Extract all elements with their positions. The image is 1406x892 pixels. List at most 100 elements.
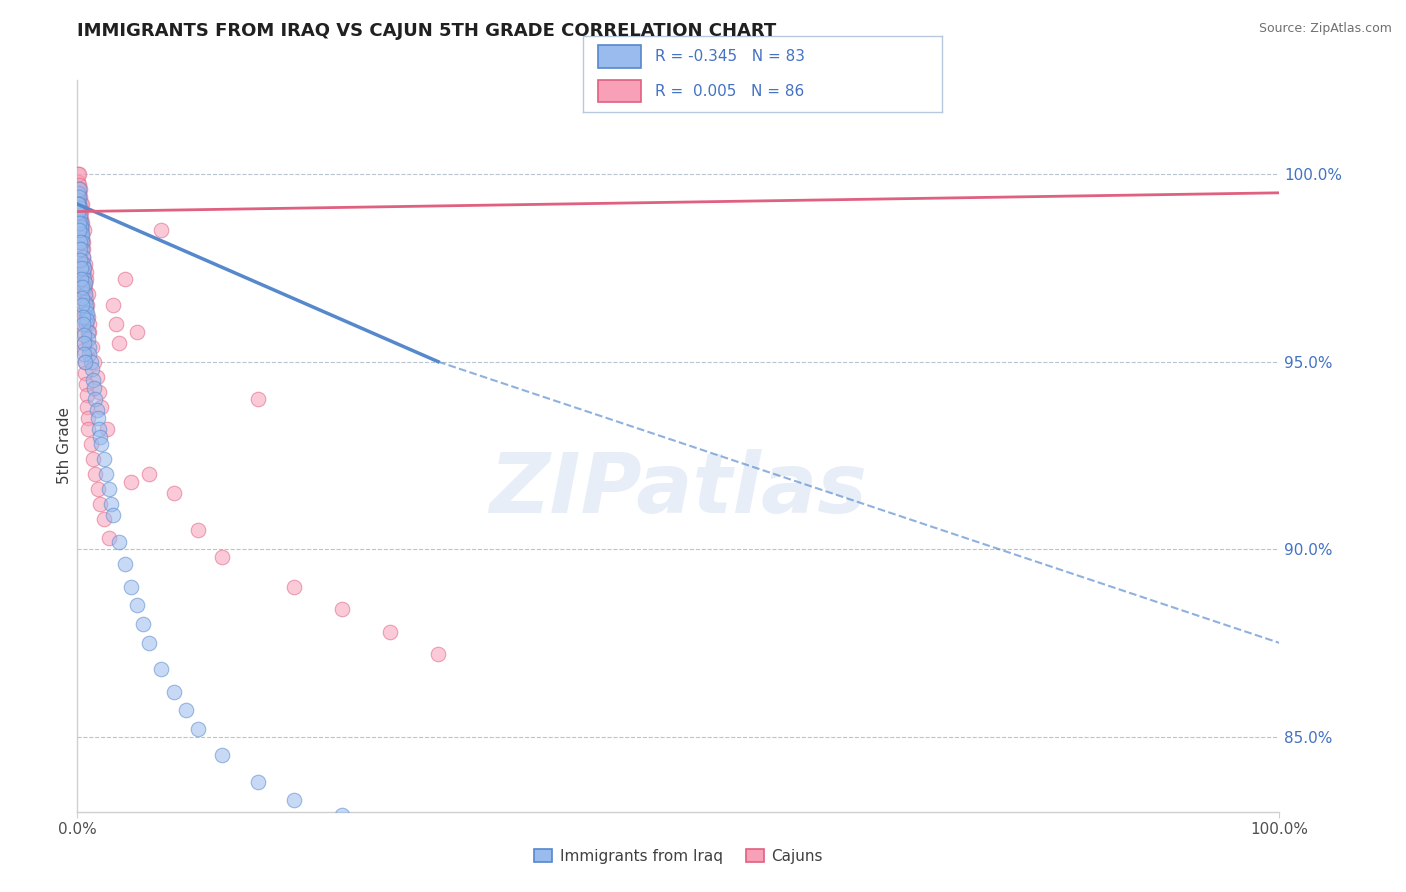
Point (73, 257, 96, 271)
Point (162, 486, 184, 500)
Point (72, 313, 94, 327)
Point (120, 580, 142, 594)
Point (69, 235, 91, 249)
Text: IMMIGRANTS FROM IRAQ VS CAJUN 5TH GRADE CORRELATION CHART: IMMIGRANTS FROM IRAQ VS CAJUN 5TH GRADE … (77, 22, 776, 40)
Point (69, 208, 91, 222)
Point (72, 260, 94, 275)
Point (69, 242, 91, 256)
Point (72, 310, 94, 324)
Point (67, 197, 90, 211)
Point (70, 204, 93, 219)
Point (75, 317, 97, 331)
Point (114, 272, 136, 286)
Point (72, 250, 94, 264)
Point (75, 291, 97, 305)
Point (69, 197, 91, 211)
Point (83, 354, 105, 368)
Point (67, 216, 90, 230)
Point (96, 422, 118, 436)
Point (162, 684, 184, 698)
Point (72, 298, 94, 312)
Point (93, 452, 115, 467)
Point (73, 328, 96, 343)
Point (70, 227, 93, 241)
Point (76, 310, 98, 324)
Point (367, 823, 389, 838)
Point (330, 808, 353, 822)
Point (77, 287, 100, 301)
Text: Source: ZipAtlas.com: Source: ZipAtlas.com (1258, 22, 1392, 36)
Point (67, 175, 90, 189)
Point (73, 343, 96, 358)
Point (69, 235, 91, 249)
Bar (598, 45, 641, 68)
Point (87, 482, 110, 496)
Point (72, 250, 94, 264)
Point (70, 231, 93, 245)
Point (75, 264, 97, 278)
Point (69, 245, 91, 260)
Point (75, 366, 97, 380)
Point (73, 272, 96, 286)
Point (75, 377, 97, 392)
Point (75, 283, 97, 297)
Point (76, 313, 98, 327)
Point (72, 257, 94, 271)
Point (69, 201, 91, 215)
Point (103, 298, 125, 312)
Point (69, 194, 91, 208)
Point (69, 216, 91, 230)
Point (211, 549, 233, 564)
Point (66, 186, 89, 200)
Point (69, 189, 91, 203)
Point (75, 310, 97, 324)
Point (103, 508, 125, 523)
Point (77, 332, 100, 346)
Point (70, 219, 93, 234)
Point (69, 212, 91, 227)
Bar (598, 79, 641, 103)
Point (72, 242, 94, 256)
Point (73, 279, 96, 293)
Point (73, 287, 96, 301)
Point (66, 167, 89, 181)
Point (283, 793, 305, 807)
Point (67, 197, 90, 211)
Point (89, 497, 111, 511)
Point (132, 617, 155, 632)
Text: R = -0.345   N = 83: R = -0.345 N = 83 (655, 49, 806, 63)
Point (70, 219, 93, 234)
Point (108, 534, 131, 549)
Point (90, 400, 112, 414)
Point (82, 452, 104, 467)
Point (67, 186, 90, 200)
Point (76, 298, 98, 312)
Point (67, 186, 90, 200)
Point (187, 524, 209, 538)
Point (79, 437, 101, 451)
Point (67, 189, 90, 203)
Point (187, 722, 209, 736)
Point (69, 260, 91, 275)
Point (97, 531, 120, 545)
Point (70, 272, 93, 286)
Point (72, 264, 94, 278)
Point (79, 354, 101, 368)
Point (67, 178, 90, 193)
Point (77, 340, 100, 354)
Point (67, 194, 90, 208)
Y-axis label: 5th Grade: 5th Grade (56, 408, 72, 484)
Point (76, 400, 98, 414)
Point (76, 388, 98, 402)
Point (84, 467, 107, 482)
Point (108, 335, 131, 350)
Point (67, 167, 90, 181)
Point (90, 437, 112, 451)
Text: R =  0.005   N = 86: R = 0.005 N = 86 (655, 84, 804, 98)
Point (70, 197, 93, 211)
Point (75, 302, 97, 317)
Point (283, 580, 305, 594)
Point (72, 223, 94, 237)
Point (67, 223, 90, 237)
Point (75, 298, 97, 312)
